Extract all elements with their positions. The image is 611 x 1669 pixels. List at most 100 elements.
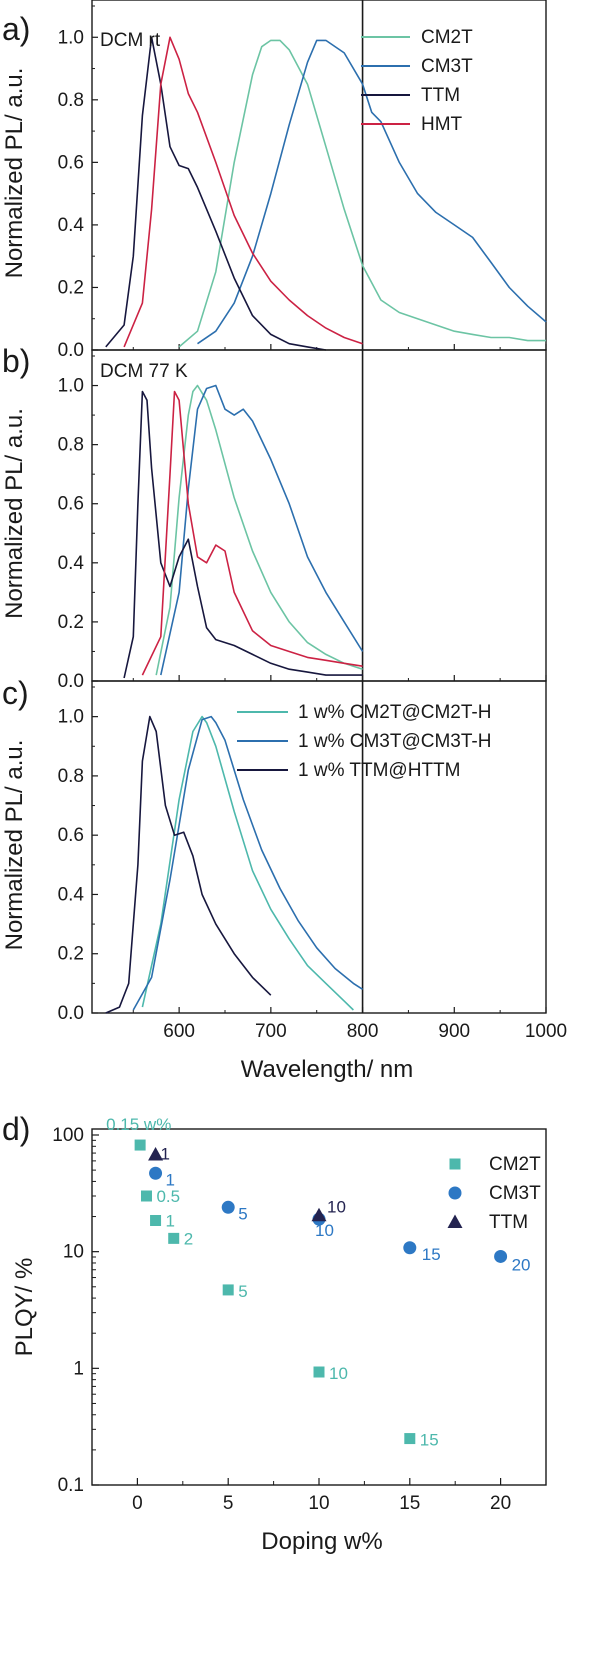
point-label: 0.15 w% bbox=[106, 1115, 171, 1134]
panel-frame bbox=[91, 0, 547, 351]
panel-letter: c) bbox=[2, 675, 29, 711]
series-line-1-w-cm2t-cm2t-h bbox=[141, 715, 354, 1011]
panel-annotation: DCM 77 K bbox=[100, 361, 188, 382]
panel-b: 0.0 0.2 0.4 0.6 0.8 1.0 Normalized PL/ a.u. b) D… bbox=[1, 343, 547, 692]
x-tick-label: 800 bbox=[347, 1021, 379, 1042]
panel-frame bbox=[91, 349, 547, 682]
point-label: 15 bbox=[420, 1431, 439, 1450]
data-point-cm3t bbox=[149, 1166, 163, 1180]
y-tick-label: 0.6 bbox=[58, 152, 84, 173]
point-label: 5 bbox=[238, 1282, 247, 1301]
series-line-cm2t bbox=[155, 384, 363, 676]
panel-a: 0.0 0.2 0.4 0.6 0.8 1.0 Normalized PL/ a.u. a) D… bbox=[1, 0, 547, 361]
y-tick-label: 0.2 bbox=[58, 944, 84, 965]
y-tick-label: 0.4 bbox=[58, 553, 85, 574]
x-tick-label: 900 bbox=[438, 1021, 470, 1042]
y-tick-label: 0.2 bbox=[58, 612, 84, 633]
y-tick-label: 0.8 bbox=[58, 766, 84, 787]
y-tick-label: 10 bbox=[63, 1242, 84, 1263]
legend-label-1-w-ttm-httm: 1 w% TTM@HTTM bbox=[298, 760, 460, 781]
data-point-cm2t bbox=[222, 1284, 234, 1296]
series-line-1-w-ttm-httm bbox=[105, 715, 272, 1014]
legend-label-ttm: TTM bbox=[489, 1212, 528, 1233]
data-point-cm2t bbox=[134, 1139, 146, 1151]
series-line-hmt bbox=[123, 36, 363, 348]
legend-label-hmt: HMT bbox=[421, 114, 463, 135]
series-line-1-w-cm3t-cm3t-h bbox=[132, 715, 364, 1011]
legend: CM2T CM3T TTM HMT bbox=[361, 27, 473, 135]
series-line-ttm bbox=[123, 390, 363, 679]
y-tick-label: 0.2 bbox=[58, 277, 84, 298]
y-tick-label: 0.8 bbox=[58, 435, 84, 456]
y-tick-label: 1.0 bbox=[58, 376, 84, 397]
y-axis-title: Normalized PL/ a.u. bbox=[1, 740, 28, 951]
legend-label-1-w-cm3t-cm3t-h: 1 w% CM3T@CM3T-H bbox=[298, 731, 491, 752]
data-point-cm2t bbox=[313, 1366, 325, 1378]
legend-marker-cm2t bbox=[449, 1158, 461, 1170]
data-point-cm2t bbox=[150, 1214, 162, 1226]
y-axis-title: Normalized PL/ a.u. bbox=[1, 68, 28, 279]
legend-marker-ttm bbox=[447, 1214, 463, 1228]
y-tick-label: 0.4 bbox=[58, 215, 85, 236]
x-tick-label: 600 bbox=[163, 1021, 195, 1042]
point-label: 10 bbox=[327, 1197, 346, 1216]
legend-label-cm2t: CM2T bbox=[421, 27, 473, 48]
point-label: 0.5 bbox=[156, 1187, 180, 1206]
point-label: 20 bbox=[512, 1255, 531, 1274]
point-label: 5 bbox=[238, 1204, 247, 1223]
y-tick-label: 0.1 bbox=[58, 1475, 84, 1496]
data-point-ttm bbox=[148, 1147, 164, 1161]
series-line-cm3t bbox=[160, 384, 364, 676]
legend-label-cm2t: CM2T bbox=[489, 1154, 541, 1175]
point-label: 10 bbox=[329, 1364, 348, 1383]
legend-label-cm3t: CM3T bbox=[489, 1183, 541, 1204]
panel-annotation: DCM rt bbox=[100, 30, 161, 51]
y-tick-label: 1.0 bbox=[58, 707, 84, 728]
x-tick-label: 0 bbox=[132, 1493, 143, 1514]
series-line-cm3t bbox=[197, 39, 547, 345]
series-line-hmt bbox=[141, 390, 363, 676]
panel-frame bbox=[91, 1128, 547, 1486]
y-tick-label: 0.0 bbox=[58, 340, 84, 361]
x-tick-label: 700 bbox=[255, 1021, 287, 1042]
legend-marker-cm3t bbox=[448, 1186, 462, 1200]
data-point-cm3t bbox=[494, 1249, 508, 1263]
series-line-cm2t bbox=[178, 39, 546, 348]
y-axis-title: Normalized PL/ a.u. bbox=[1, 408, 28, 619]
series-ttm: 1 10 bbox=[148, 1145, 346, 1222]
point-label: 10 bbox=[315, 1221, 334, 1240]
x-axis-title: Doping w% bbox=[261, 1528, 382, 1555]
legend-label-1-w-cm2t-cm2t-h: 1 w% CM2T@CM2T-H bbox=[298, 702, 491, 723]
x-tick-label: 5 bbox=[223, 1493, 234, 1514]
point-label: 2 bbox=[184, 1229, 193, 1248]
data-point-cm3t bbox=[403, 1241, 417, 1255]
panel-letter: b) bbox=[2, 343, 30, 379]
y-tick-label: 100 bbox=[52, 1125, 84, 1146]
y-tick-label: 0.8 bbox=[58, 90, 84, 111]
spectra-panels: 0.0 0.2 0.4 0.6 0.8 1.0 Normalized PL/ a.u. a) D… bbox=[1, 0, 567, 1083]
y-tick-label: 0.6 bbox=[58, 825, 84, 846]
point-label: 15 bbox=[422, 1245, 441, 1264]
legend-label-cm3t: CM3T bbox=[421, 56, 473, 77]
y-tick-label: 1 bbox=[73, 1358, 84, 1379]
data-point-cm2t bbox=[168, 1232, 180, 1244]
data-point-cm3t bbox=[221, 1200, 235, 1214]
y-tick-label: 0.0 bbox=[58, 671, 84, 692]
y-tick-label: 0.0 bbox=[58, 1003, 84, 1024]
panel-frame bbox=[91, 680, 547, 1014]
x-tick-label: 15 bbox=[399, 1493, 420, 1514]
x-tick-label: 20 bbox=[490, 1493, 511, 1514]
x-axis-title: Wavelength/ nm bbox=[241, 1056, 414, 1083]
data-point-cm2t bbox=[140, 1190, 152, 1202]
point-label: 1 bbox=[161, 1145, 170, 1164]
legend: 1 w% CM2T@CM2T-H 1 w% CM3T@CM3T-H 1 w% TTM… bbox=[237, 702, 491, 781]
data-point-cm2t bbox=[404, 1433, 416, 1445]
legend: CM2T CM3T TTM bbox=[447, 1154, 541, 1233]
legend-label-ttm: TTM bbox=[421, 85, 460, 106]
y-tick-label: 1.0 bbox=[58, 27, 84, 48]
point-label: 1 bbox=[166, 1211, 175, 1230]
series-line-ttm bbox=[105, 36, 327, 351]
